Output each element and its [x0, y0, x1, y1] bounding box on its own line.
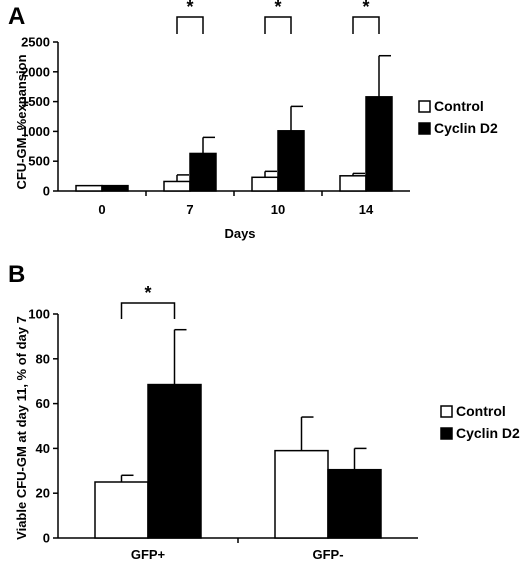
panel-b-label: B — [8, 261, 25, 288]
panel-a-bar-cyclin-d2 — [277, 130, 305, 192]
panel-b-y-axis-label: Viable CFU-GM at day 11, % of day 7 — [14, 316, 29, 540]
panel-a-y-tick-label: 1500 — [21, 94, 50, 109]
panel-a-legend-label-control: Control — [434, 98, 484, 114]
panel-b-y-tick-label: 40 — [36, 441, 50, 456]
panel-a-y-tick-label: 500 — [28, 154, 50, 169]
panel-a-bar-cyclin-d2 — [101, 184, 129, 192]
panel-b-significance-star: * — [144, 283, 151, 303]
panel-b-y-tick-label: 60 — [36, 396, 50, 411]
panel-a-y-tick-label: 2000 — [21, 64, 50, 79]
panel-a-legend-swatch-control — [418, 100, 431, 113]
panel-b: B Viable CFU-GM at day 11, % of day 7 0 2… — [8, 261, 520, 562]
panel-b-bar-cyclin-d2 — [327, 468, 382, 539]
panel-a-legend-label-cyclin-d2: Cyclin D2 — [434, 120, 498, 136]
panel-b-legend-label-cyclin-d2: Cyclin D2 — [456, 425, 520, 441]
panel-a-plot: 0 500 1000 1500 2000 2500 0 7 * 10 * 14 * — [21, 0, 410, 217]
panel-a-y-axis-label: CFU-GM, %expansion — [14, 54, 29, 189]
panel-a-significance-bracket — [264, 16, 292, 34]
panel-a-significance-star: * — [362, 0, 369, 17]
panel-b-significance-bracket — [120, 302, 176, 319]
panel-b-legend-swatch-control — [440, 405, 453, 418]
panel-a-label: A — [8, 3, 25, 30]
panel-a-x-tick-label: 0 — [98, 202, 105, 217]
panel-b-y-tick-label: 0 — [43, 531, 50, 546]
panel-a-significance-star: * — [186, 0, 193, 17]
panel-a-y-tick-label: 0 — [43, 184, 50, 199]
panel-a-bar-control — [251, 176, 279, 192]
panel-b-legend-swatch-cyclin-d2 — [440, 427, 453, 440]
panel-a-y-tick-label: 2500 — [21, 35, 50, 50]
panel-a-significance-star: * — [274, 0, 281, 17]
panel-a-bar-control — [339, 175, 367, 192]
panel-a-bar-control — [163, 180, 191, 192]
panel-a-x-tick-label: 7 — [186, 202, 193, 217]
panel-b-y-tick-label: 100 — [28, 307, 50, 322]
panel-b-plot: 0 20 40 60 80 100 GFP+ * GFP- — [28, 283, 418, 562]
panel-a-x-tick-label: 14 — [359, 202, 374, 217]
panel-a-bar-cyclin-d2 — [189, 152, 217, 192]
panel-b-bar-control — [274, 449, 329, 539]
panel-a-ylabel: CFU-GM, %expansion — [14, 54, 29, 189]
panel-b-x-tick-label: GFP+ — [131, 547, 166, 562]
panel-a-legend-swatch-cyclin-d2 — [418, 122, 431, 135]
panel-b-y-tick-label: 80 — [36, 351, 50, 366]
panel-b-x-tick-label: GFP- — [312, 547, 343, 562]
panel-a-significance-bracket — [352, 16, 380, 34]
panel-b-y-tick-label: 20 — [36, 486, 50, 501]
panel-b-ylabel: Viable CFU-GM at day 11, % of day 7 — [14, 316, 29, 540]
panel-b-bar-cyclin-d2 — [147, 383, 202, 539]
panel-b-legend-label-control: Control — [456, 403, 506, 419]
panel-a-xlabel: Days — [224, 226, 255, 241]
panel-a: A CFU-GM, %expansion Days 0 500 1000 1500 20… — [8, 0, 498, 241]
panel-b-bar-control — [94, 481, 149, 539]
panel-a-bar-cyclin-d2 — [365, 96, 393, 192]
panel-a-y-tick-label: 1000 — [21, 124, 50, 139]
panel-a-x-tick-label: 10 — [271, 202, 285, 217]
panel-a-significance-bracket — [176, 16, 204, 34]
panel-b-legend: Control Cyclin D2 — [440, 403, 520, 441]
panel-a-legend: Control Cyclin D2 — [418, 98, 498, 136]
panel-a-bar-control — [75, 184, 103, 192]
